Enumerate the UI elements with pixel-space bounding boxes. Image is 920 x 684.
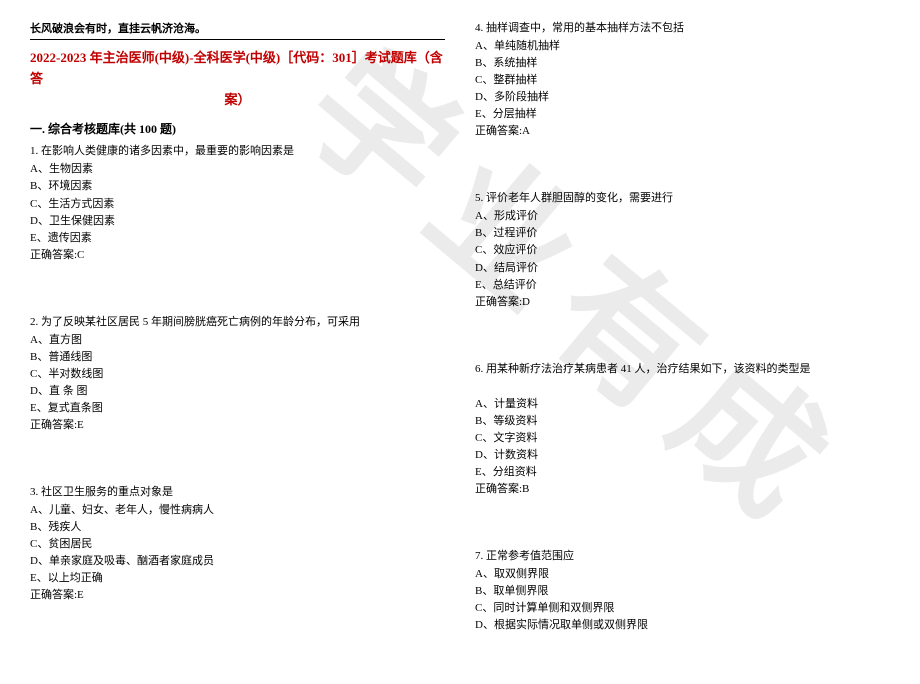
question-option: C、生活方式因素 [30, 196, 445, 213]
question-option: B、环境因素 [30, 178, 445, 195]
question-option: B、等级资料 [475, 413, 890, 430]
question-option: E、总结评价 [475, 277, 890, 294]
question-option: E、以上均正确 [30, 570, 445, 587]
question-option: B、取单侧界限 [475, 583, 890, 600]
question-option: E、分层抽样 [475, 106, 890, 123]
right-column: 4. 抽样调查中，常用的基本抽样方法不包括 A、单纯随机抽样 B、系统抽样 C、… [460, 20, 890, 674]
question-option: A、单纯随机抽样 [475, 38, 890, 55]
question-7: 7. 正常参考值范围应 A、取双侧界限 B、取单侧界限 C、同时计算单侧和双侧界… [475, 548, 890, 634]
question-answer: 正确答案:E [30, 587, 445, 604]
question-option: E、遗传因素 [30, 230, 445, 247]
left-column: 长风破浪会有时，直挂云帆济沧海。 2022-2023 年主治医师(中级)-全科医… [30, 20, 460, 674]
question-option: C、文字资料 [475, 430, 890, 447]
question-option: A、生物因素 [30, 161, 445, 178]
question-option: B、普通线图 [30, 349, 445, 366]
question-option: B、系统抽样 [475, 55, 890, 72]
question-answer: 正确答案:A [475, 123, 890, 140]
question-stem: 4. 抽样调查中，常用的基本抽样方法不包括 [475, 20, 890, 37]
question-option: D、根据实际情况取单侧或双侧界限 [475, 617, 890, 634]
question-answer: 正确答案:C [30, 247, 445, 264]
question-stem: 2. 为了反映某社区居民 5 年期间膀胱癌死亡病例的年龄分布，可采用 [30, 314, 445, 331]
question-option: A、取双侧界限 [475, 566, 890, 583]
question-option: D、结局评价 [475, 260, 890, 277]
question-answer: 正确答案:D [475, 294, 890, 311]
question-option: A、直方图 [30, 332, 445, 349]
question-4: 4. 抽样调查中，常用的基本抽样方法不包括 A、单纯随机抽样 B、系统抽样 C、… [475, 20, 890, 140]
question-6: 6. 用某种新疗法治疗某病患者 41 人，治疗结果如下，该资料的类型是 A、计量… [475, 361, 890, 498]
question-option: C、效应评价 [475, 242, 890, 259]
title-line-2: 案） [30, 90, 445, 111]
question-option: D、多阶段抽样 [475, 89, 890, 106]
question-stem: 5. 评价老年人群胆固醇的变化，需要进行 [475, 190, 890, 207]
question-option: D、卫生保健因素 [30, 213, 445, 230]
question-option: A、形成评价 [475, 208, 890, 225]
question-answer: 正确答案:E [30, 417, 445, 434]
header-slogan: 长风破浪会有时，直挂云帆济沧海。 [30, 20, 445, 40]
question-answer: 正确答案:B [475, 481, 890, 498]
question-option: B、过程评价 [475, 225, 890, 242]
question-1: 1. 在影响人类健康的诸多因素中，最重要的影响因素是 A、生物因素 B、环境因素… [30, 143, 445, 263]
title-line-1: 2022-2023 年主治医师(中级)-全科医学(中级)［代码：301］考试题库… [30, 50, 443, 86]
question-stem: 1. 在影响人类健康的诸多因素中，最重要的影响因素是 [30, 143, 445, 160]
question-2: 2. 为了反映某社区居民 5 年期间膀胱癌死亡病例的年龄分布，可采用 A、直方图… [30, 314, 445, 434]
question-option: E、复式直条图 [30, 400, 445, 417]
question-option: C、同时计算单侧和双侧界限 [475, 600, 890, 617]
question-stem: 3. 社区卫生服务的重点对象是 [30, 484, 445, 501]
question-3: 3. 社区卫生服务的重点对象是 A、儿童、妇女、老年人，慢性病病人 B、残疾人 … [30, 484, 445, 604]
question-option: D、单亲家庭及吸毒、酗酒者家庭成员 [30, 553, 445, 570]
question-option: A、儿童、妇女、老年人，慢性病病人 [30, 502, 445, 519]
question-stem: 6. 用某种新疗法治疗某病患者 41 人，治疗结果如下，该资料的类型是 [475, 361, 890, 378]
question-option: C、整群抽样 [475, 72, 890, 89]
document-title: 2022-2023 年主治医师(中级)-全科医学(中级)［代码：301］考试题库… [30, 48, 445, 110]
question-option: E、分组资料 [475, 464, 890, 481]
question-option: D、计数资料 [475, 447, 890, 464]
question-option: B、残疾人 [30, 519, 445, 536]
question-5: 5. 评价老年人群胆固醇的变化，需要进行 A、形成评价 B、过程评价 C、效应评… [475, 190, 890, 310]
question-option: A、计量资料 [475, 396, 890, 413]
question-option: C、半对数线图 [30, 366, 445, 383]
question-option: D、直 条 图 [30, 383, 445, 400]
question-option: C、贫困居民 [30, 536, 445, 553]
question-stem: 7. 正常参考值范围应 [475, 548, 890, 565]
section-header: 一. 综合考核题库(共 100 题) [30, 120, 445, 137]
page-container: 长风破浪会有时，直挂云帆济沧海。 2022-2023 年主治医师(中级)-全科医… [0, 0, 920, 684]
